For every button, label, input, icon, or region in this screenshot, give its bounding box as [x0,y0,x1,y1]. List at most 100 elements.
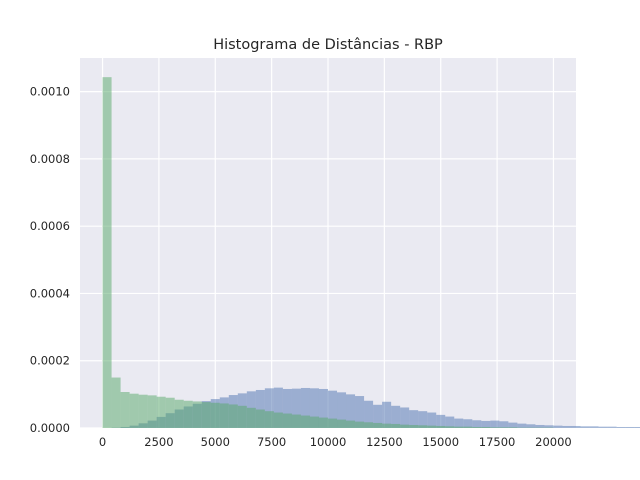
histogram-bar [499,427,509,428]
y-tick-label: 0.0006 [30,219,70,233]
histogram-bar [463,419,473,428]
histogram-bar [535,424,545,428]
histogram-bar [373,422,383,428]
histogram-bar [246,407,256,428]
histogram-bar [273,387,283,428]
y-tick-label: 0.0004 [30,286,70,300]
histogram-bar [427,425,437,428]
histogram-bar [508,422,518,428]
histogram-bar [607,426,617,428]
histogram-bar [273,412,283,428]
y-axis-ticks: 0.0000 0.0002 0.0004 0.0006 0.0008 0.0010 [30,85,70,435]
histogram-series-2 [102,77,554,428]
histogram-bar [264,411,274,428]
histogram-bar [309,388,319,428]
histogram-bar [589,426,599,428]
histogram-bar [409,424,419,428]
histogram-bar [373,404,383,428]
histogram-bar [445,416,455,428]
histogram-bar [418,425,428,428]
histogram-bar [328,418,338,428]
histogram-bar [318,388,328,428]
x-tick-label: 5000 [201,435,230,449]
histogram-bar [436,425,446,428]
histogram-bar [400,407,410,428]
histogram-bar [120,392,130,428]
y-tick-label: 0.0008 [30,152,70,166]
histogram-bar [318,417,328,428]
histogram-bar [291,414,301,428]
histogram-bar [481,426,491,428]
histogram-bar [255,389,265,428]
histogram-bar [454,418,464,428]
histogram-bar [598,426,608,428]
histogram-bar [580,426,590,428]
histogram-bar [382,423,392,428]
x-tick-label: 10000 [310,435,347,449]
histogram-bar [255,409,265,428]
histogram-bar [517,423,527,428]
histogram-bar [499,421,509,428]
histogram-bar [436,414,446,428]
x-axis-ticks: 0 2500 5000 7500 10000 12500 15000 17500 20000 [99,435,572,449]
histogram-bar [174,399,184,428]
histogram-bar [282,413,292,428]
histogram-bar [183,400,193,428]
y-tick-label: 0.0002 [30,354,70,368]
histogram-bar [526,424,536,428]
histogram-bar [355,396,365,428]
y-tick-label: 0.0000 [30,421,70,435]
histogram-bar [508,427,518,428]
histogram-bar [616,426,626,428]
histogram-bar [472,426,482,428]
histogram-bar [219,403,229,428]
histogram-bar [463,426,473,428]
x-tick-label: 20000 [535,435,572,449]
histogram-bar [156,396,166,428]
histogram-bar [391,423,401,428]
histogram-bar [328,390,338,428]
histogram-bar [165,397,175,428]
histogram-bar [346,420,356,428]
histogram-bar [129,393,139,428]
x-tick-label: 12500 [366,435,403,449]
histogram-bar [201,402,211,428]
histogram-bar [264,388,274,428]
x-tick-label: 7500 [257,435,286,449]
histogram-bar [490,427,500,428]
x-tick-label: 0 [99,435,106,449]
x-tick-label: 15000 [422,435,459,449]
histogram-bar [562,425,572,428]
histogram-bar [400,424,410,428]
histogram-bar [445,426,455,428]
histogram-bar [481,420,491,428]
histogram-bar [490,420,500,428]
histogram-bar [300,387,310,428]
bars-layer [102,77,640,428]
histogram-bar [355,421,365,428]
chart-title: Histograma de Distâncias - RBP [213,37,443,53]
histogram-bar [337,419,347,428]
histogram-bar [472,420,482,428]
histogram-bar [625,426,635,428]
histogram-bar [418,411,428,428]
x-tick-label: 2500 [144,435,173,449]
histogram-bar [553,425,563,428]
histogram-bar [237,405,247,428]
histogram-bar [391,405,401,428]
y-tick-label: 0.0010 [30,85,70,99]
histogram-bar [427,412,437,428]
histogram-bar [454,426,464,428]
histogram-bar [300,415,310,428]
histogram-bar [309,416,319,428]
histogram-bar [291,388,301,428]
histogram-bar [138,394,148,428]
histogram-bar [228,404,238,428]
histogram-bar [192,401,202,428]
histogram-bar [382,401,392,428]
histogram-bar [634,426,640,428]
x-tick-label: 17500 [479,435,516,449]
histogram-bar [544,425,554,428]
histogram-bar [111,377,121,428]
